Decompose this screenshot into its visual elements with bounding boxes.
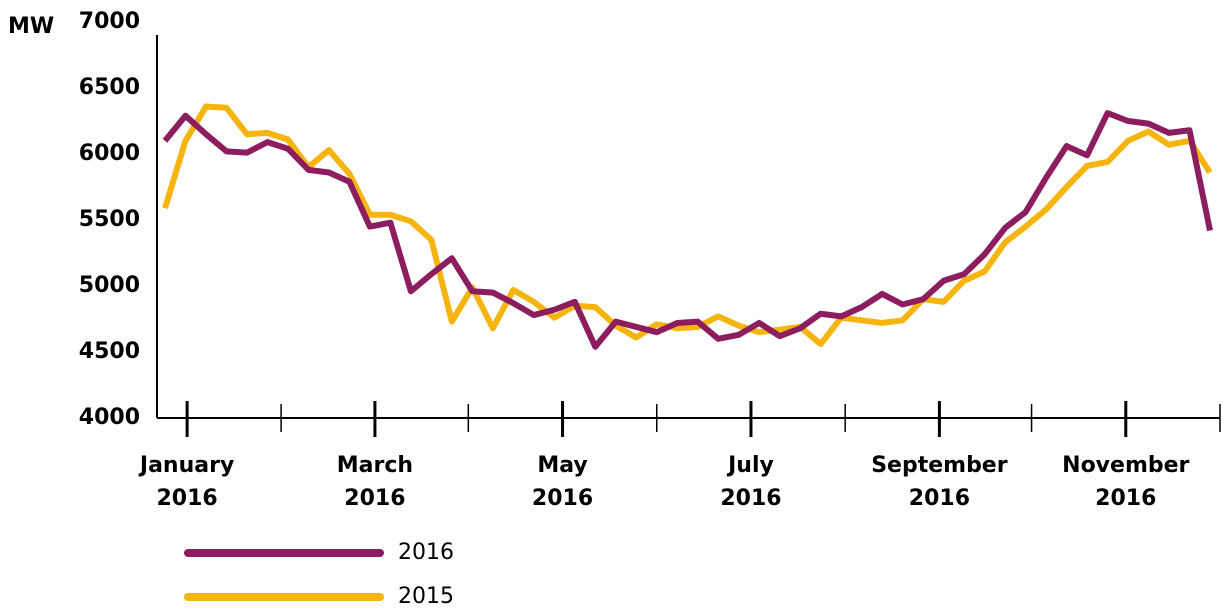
y-tick-label: 7000	[79, 9, 140, 34]
legend-label: 2016	[398, 540, 454, 565]
x-tick-label: July	[726, 453, 774, 478]
x-tick-label: 2016	[720, 486, 781, 511]
x-tick-label: January	[138, 453, 234, 478]
x-tick-label: March	[337, 453, 413, 478]
x-tick-label: 2016	[156, 486, 217, 511]
x-tick-label: 2016	[909, 486, 970, 511]
x-tick-label: 2016	[1095, 486, 1156, 511]
y-tick-label: 5000	[79, 273, 140, 298]
y-unit: MW	[8, 14, 54, 39]
x-tick-label: May	[537, 453, 587, 478]
series-line	[162, 110, 1213, 350]
y-tick-label: 4500	[79, 339, 140, 364]
series-line	[162, 103, 1213, 348]
y-tick-label: 4000	[79, 405, 140, 430]
x-tick-label: 2016	[532, 486, 593, 511]
x-tick-label: November	[1062, 453, 1189, 478]
y-tick-label: 5500	[79, 207, 140, 232]
x-tick-label: 2016	[344, 486, 405, 511]
y-tick-label: 6500	[79, 75, 140, 100]
x-tick-label: September	[871, 453, 1008, 478]
legend-label: 2015	[398, 584, 454, 609]
y-tick-label: 6000	[79, 141, 140, 166]
